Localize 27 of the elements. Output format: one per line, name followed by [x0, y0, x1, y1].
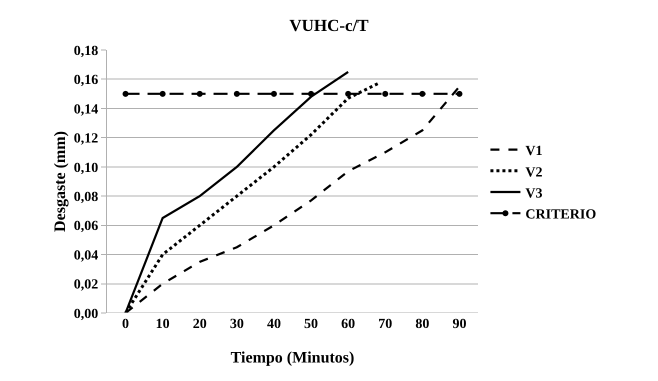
legend-label: V2 — [525, 165, 543, 180]
x-tick-label: 0 — [122, 317, 130, 332]
y-tick-label: 0,12 — [74, 132, 98, 147]
y-tick-label: 0,08 — [74, 190, 98, 206]
x-tick-label: 50 — [304, 317, 318, 332]
x-tick-label: 90 — [452, 317, 466, 332]
y-tick-label: 0,18 — [74, 44, 98, 59]
x-tick-label: 40 — [266, 317, 281, 332]
x-axis-title: Tiempo (Minutos) — [230, 350, 354, 367]
legend-label: CRITERIO — [525, 208, 596, 223]
x-tick-label: 30 — [230, 317, 244, 332]
y-tick-label: 0,14 — [74, 102, 98, 118]
y-tick-label: 0,04 — [74, 248, 98, 264]
y-tick-label: 0,02 — [74, 278, 98, 293]
x-tick-label: 70 — [378, 317, 392, 332]
y-tick-label: 0,16 — [74, 73, 98, 88]
x-tick-label: 10 — [156, 317, 170, 332]
y-tick-label: 0,10 — [74, 160, 98, 176]
y-axis-title: Desgaste (mm) — [52, 131, 69, 232]
y-tick-label: 0,06 — [74, 219, 98, 234]
x-tick-label: 60 — [341, 317, 356, 332]
x-tick-label: 80 — [415, 317, 430, 332]
x-tick-label: 20 — [192, 317, 207, 332]
y-tick-label: 0,00 — [74, 306, 98, 322]
chart-title: VUHC-c/T — [289, 16, 370, 35]
legend-label: V3 — [525, 186, 543, 202]
legend-label: V1 — [525, 144, 543, 160]
